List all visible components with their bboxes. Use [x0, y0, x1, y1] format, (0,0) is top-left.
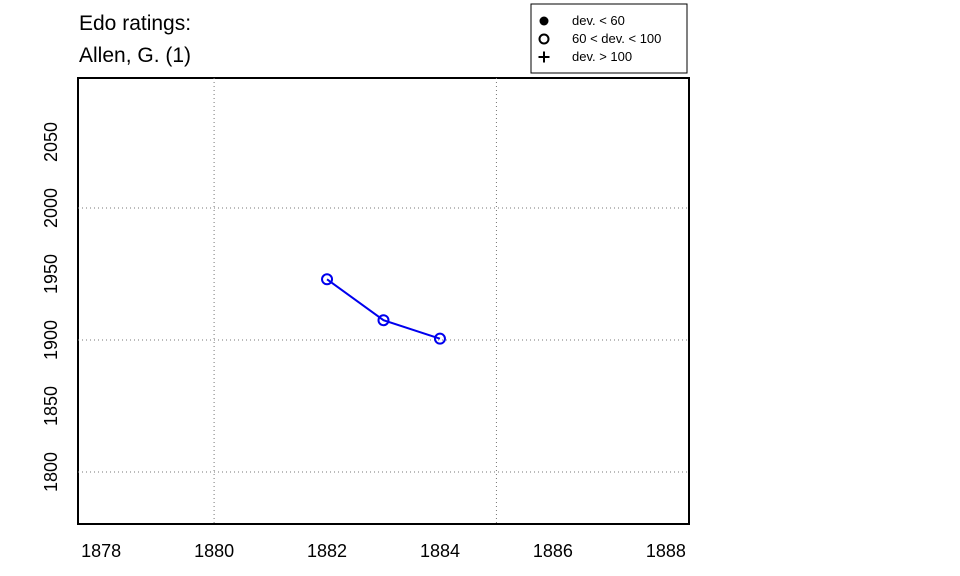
x-tick-label: 1884 — [420, 541, 460, 561]
legend-box — [530, 3, 688, 74]
y-tick-label: 1800 — [41, 452, 61, 492]
y-tick-label: 1900 — [41, 320, 61, 360]
data-point — [433, 332, 446, 345]
y-tick-label: 1850 — [41, 386, 61, 426]
x-tick-label: 1880 — [194, 541, 234, 561]
y-tick-label: 1950 — [41, 254, 61, 294]
chart-subtitle: Allen, G. (1) — [79, 44, 191, 67]
x-tick-label: 1886 — [533, 541, 573, 561]
data-line — [326, 278, 441, 340]
chart-title: Edo ratings: — [79, 12, 191, 35]
x-tick-label: 1878 — [81, 541, 121, 561]
legend-marker — [538, 33, 550, 45]
legend-label: 60 < dev. < 100 — [572, 31, 661, 46]
data-point — [321, 273, 334, 286]
legend-label: dev. < 60 — [572, 13, 625, 28]
x-tick-label: 1882 — [307, 541, 347, 561]
y-tick-label: 2000 — [41, 188, 61, 228]
legend-label: dev. > 100 — [572, 49, 632, 64]
plot-frame — [77, 77, 690, 525]
data-point — [377, 314, 390, 327]
x-tick-label: 1888 — [646, 541, 686, 561]
y-tick-label: 2050 — [41, 122, 61, 162]
legend-marker — [539, 16, 549, 26]
legend-marker — [538, 51, 550, 63]
